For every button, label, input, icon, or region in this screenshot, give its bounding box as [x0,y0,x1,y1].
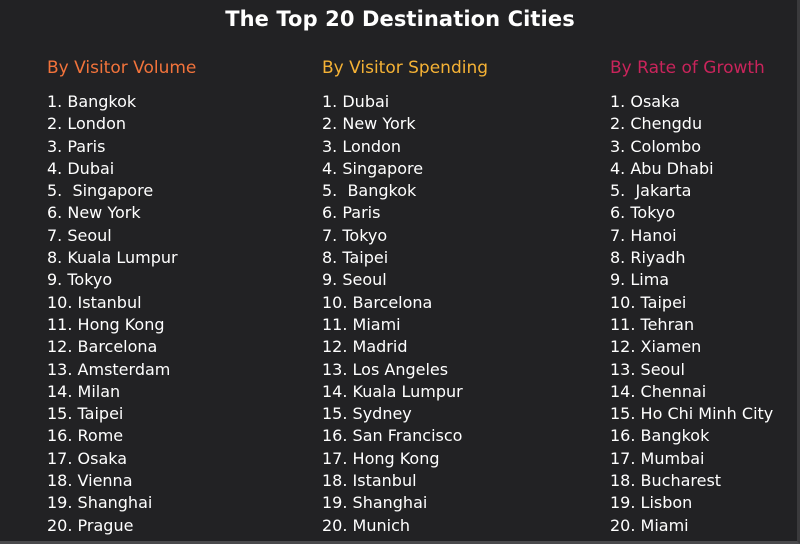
list-item: 17. Osaka [47,448,128,468]
column-rate-of-growth: By Rate of Growth 1. Osaka 2. Chengdu 3. C… [610,54,773,537]
list-item: 1. Bangkok [47,92,137,111]
list-item: 7. Tokyo [322,225,388,245]
list-item: 4. Dubai [47,158,115,178]
list-item: 12. Xiamen [610,337,702,357]
list-item: 4. Singapore [322,158,424,178]
list-item: 7. Seoul [47,225,112,245]
list-item: 7. Hanoi [610,225,677,245]
list-item: 2. New York [322,114,416,134]
list-item: 9. Tokyo [47,270,113,290]
list-item: 8. Riyadh [610,248,686,268]
list-item: 20. Miami [610,515,689,535]
list-item: 10. Istanbul [47,292,142,312]
list-item: 11. Tehran [610,314,695,334]
list-item: 14. Kuala Lumpur [322,381,463,401]
list-item: 16. Bangkok [610,426,710,446]
list-item: 2. Chengdu [610,114,703,134]
list-item: 11. Miami [322,314,401,334]
column-header-visitor-spending: By Visitor Spending [322,58,489,78]
city-list-visitor-spending: 1. Dubai 2. New York 3. London 4. Singapore… [322,91,488,537]
page-title: The Top 20 Destination Cities [225,7,575,31]
list-item: 2. London [47,114,126,134]
list-item: 3. Paris [47,136,106,156]
list-item: 19. Shanghai [47,493,153,513]
list-item: 5. Singapore [47,181,154,201]
list-item: 13. Los Angeles [322,359,449,379]
list-item: 20. Munich [322,515,410,535]
list-item: 6. New York [47,203,141,223]
list-item: 18. Vienna [47,471,133,491]
list-item: 12. Madrid [322,337,408,357]
column-header-visitor-volume: By Visitor Volume [47,58,197,78]
list-item: 18. Istanbul [322,471,417,491]
list-item: 16. San Francisco [322,426,463,446]
list-item: 9. Lima [610,270,670,290]
list-item: 14. Chennai [610,381,707,401]
list-item: 6. Tokyo [610,203,676,223]
list-item: 8. Kuala Lumpur [47,248,178,268]
list-item: 15. Taipei [47,404,124,424]
list-item: 17. Hong Kong [322,448,440,468]
list-item: 15. Ho Chi Minh City [610,404,774,424]
list-item: 1. Osaka [610,92,680,111]
list-item: 6. Paris [322,203,381,223]
list-item: 17. Mumbai [610,448,705,468]
list-item: 16. Rome [47,426,124,446]
list-item: 8. Taipei [322,248,389,268]
column-visitor-volume: By Visitor Volume 1. Bangkok 2. London 3. … [47,54,196,537]
list-item: 5. Bangkok [322,181,417,201]
list-item: 19. Shanghai [322,493,428,513]
list-item: 19. Lisbon [610,493,693,513]
list-item: 20. Prague [47,515,134,535]
list-item: 11. Hong Kong [47,314,165,334]
column-header-rate-of-growth: By Rate of Growth [610,58,765,78]
list-item: 9. Seoul [322,270,387,290]
list-item: 4. Abu Dhabi [610,158,714,178]
list-item: 10. Taipei [610,292,687,312]
list-item: 18. Bucharest [610,471,722,491]
list-item: 15. Sydney [322,404,412,424]
list-item: 5. Jakarta [610,181,692,201]
list-item: 3. Colombo [610,136,702,156]
list-item: 13. Seoul [610,359,685,379]
list-item: 10. Barcelona [322,292,433,312]
list-item: 14. Milan [47,381,121,401]
city-list-visitor-volume: 1. Bangkok 2. London 3. Paris 4. Dubai 5. Si… [47,91,196,537]
list-item: 12. Barcelona [47,337,158,357]
column-visitor-spending: By Visitor Spending 1. Dubai 2. New York 3… [322,54,488,537]
list-item: 1. Dubai [322,92,390,111]
list-item: 3. London [322,136,401,156]
city-list-rate-of-growth: 1. Osaka 2. Chengdu 3. Colombo 4. Abu Dhabi… [610,91,773,537]
list-item: 13. Amsterdam [47,359,171,379]
